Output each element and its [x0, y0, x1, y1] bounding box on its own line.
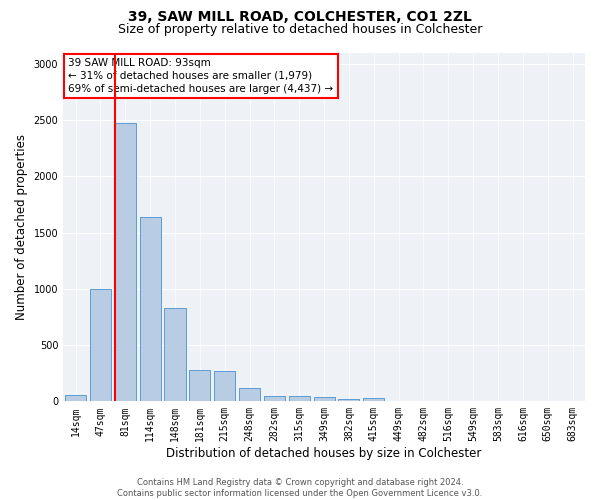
Bar — [90, 289, 111, 402]
Bar — [65, 395, 86, 402]
Bar — [214, 371, 235, 402]
Text: Size of property relative to detached houses in Colchester: Size of property relative to detached ho… — [118, 22, 482, 36]
Bar — [314, 398, 335, 402]
Bar — [164, 308, 185, 402]
Bar — [264, 396, 285, 402]
X-axis label: Distribution of detached houses by size in Colchester: Distribution of detached houses by size … — [166, 447, 482, 460]
Y-axis label: Number of detached properties: Number of detached properties — [15, 134, 28, 320]
Bar — [289, 396, 310, 402]
Text: 39 SAW MILL ROAD: 93sqm
← 31% of detached houses are smaller (1,979)
69% of semi: 39 SAW MILL ROAD: 93sqm ← 31% of detache… — [68, 58, 334, 94]
Text: Contains HM Land Registry data © Crown copyright and database right 2024.
Contai: Contains HM Land Registry data © Crown c… — [118, 478, 482, 498]
Bar — [140, 217, 161, 402]
Bar — [338, 398, 359, 402]
Bar — [189, 370, 211, 402]
Text: 39, SAW MILL ROAD, COLCHESTER, CO1 2ZL: 39, SAW MILL ROAD, COLCHESTER, CO1 2ZL — [128, 10, 472, 24]
Bar — [115, 124, 136, 402]
Bar — [239, 388, 260, 402]
Bar — [363, 398, 385, 402]
